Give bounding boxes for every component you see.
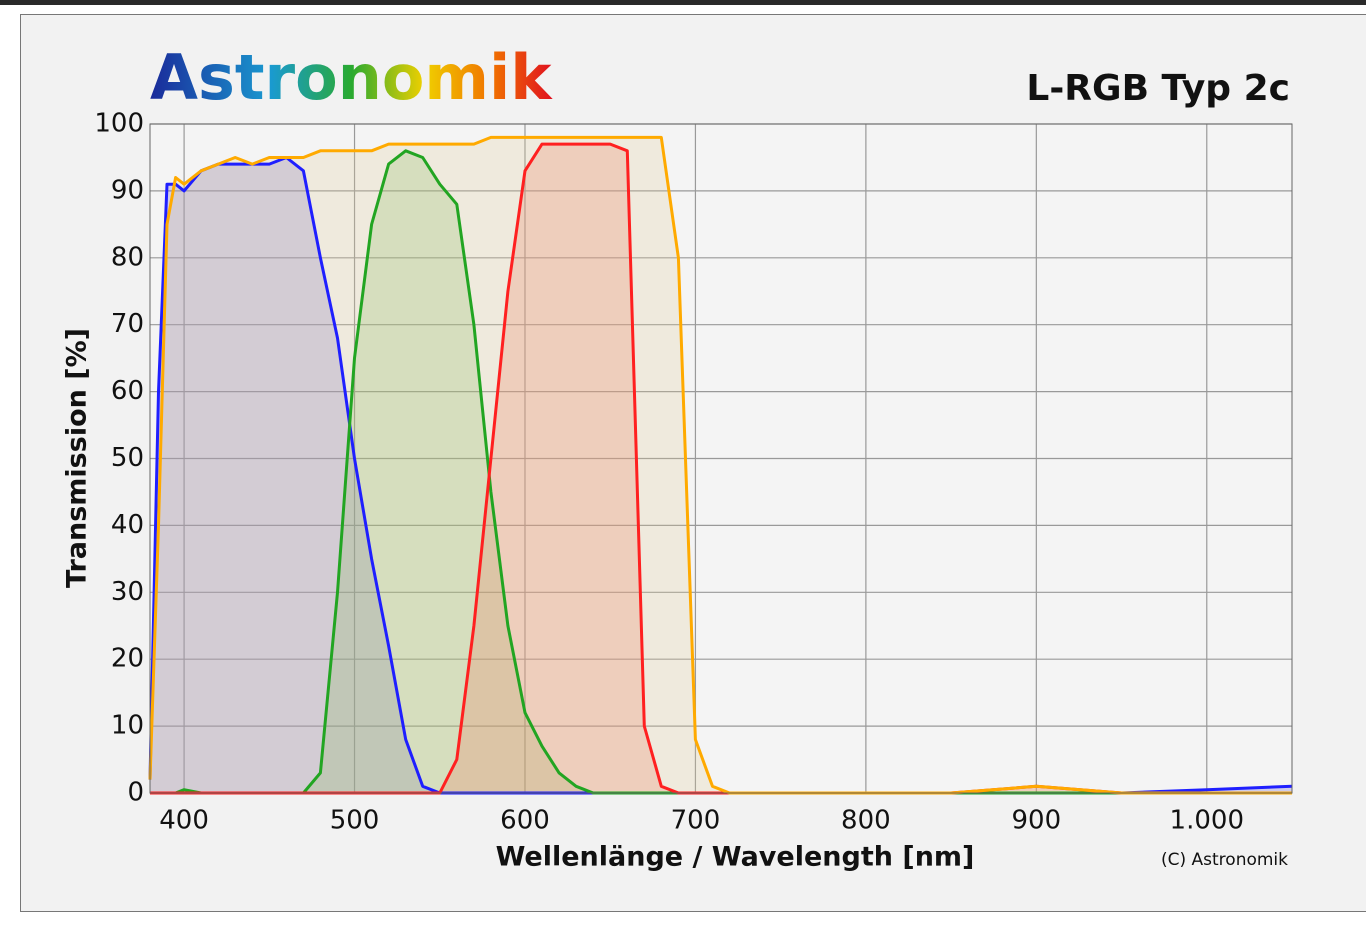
- series-area: [150, 137, 1292, 793]
- plot-frame: [149, 123, 1293, 794]
- y-tick-label: 0: [127, 778, 144, 808]
- x-tick-label: 700: [671, 806, 721, 836]
- y-tick-label: 70: [111, 309, 144, 339]
- series-line: [148, 135, 1292, 795]
- x-axis-label: Wellenlänge / Wavelength [nm]: [496, 842, 975, 873]
- credit: (C) Astronomik: [1161, 850, 1288, 870]
- x-tick-label: 500: [330, 806, 380, 836]
- y-tick-label: 30: [111, 577, 144, 607]
- x-tick-label: 1.000: [1170, 806, 1244, 836]
- y-tick-label: 50: [111, 443, 144, 473]
- y-tick-label: 10: [111, 711, 144, 741]
- x-tick-label: 400: [159, 806, 209, 836]
- top-bar: [0, 0, 1366, 5]
- x-tick-label: 800: [841, 806, 891, 836]
- y-axis-label: Transmission [%]: [62, 328, 93, 588]
- y-tick-label: 100: [94, 109, 144, 139]
- y-tick-label: 80: [111, 242, 144, 272]
- x-tick-label: 600: [500, 806, 550, 836]
- y-tick-label: 90: [111, 175, 144, 205]
- series-area: [150, 157, 1292, 793]
- y-tick-label: 60: [111, 376, 144, 406]
- chart-title: L-RGB Typ 2c: [1026, 68, 1290, 109]
- y-tick-label: 20: [111, 644, 144, 674]
- logo: Astronomik: [150, 41, 553, 114]
- series-area: [150, 150, 1292, 794]
- y-tick-label: 40: [111, 510, 144, 540]
- x-tick-label: 900: [1012, 806, 1062, 836]
